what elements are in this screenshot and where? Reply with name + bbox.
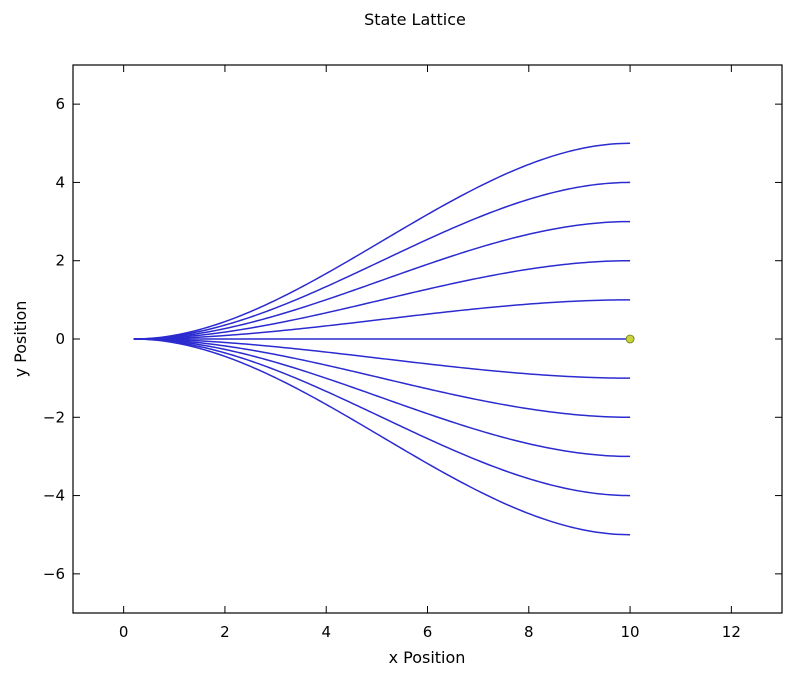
lattice-curve (133, 142, 631, 340)
y-tick-label: 2 (55, 252, 65, 270)
x-tick-label: 10 (621, 623, 640, 641)
lattice-curve (133, 338, 631, 379)
y-tick-label: −2 (43, 408, 65, 426)
chart-title: State Lattice (364, 10, 466, 29)
lattice-curve (133, 338, 631, 419)
y-tick-label: −4 (43, 487, 65, 505)
lattice-curves (133, 142, 631, 536)
goal-point (625, 334, 635, 344)
y-tick-label: −6 (43, 565, 65, 583)
x-tick-label: 2 (220, 623, 230, 641)
x-tick-label: 0 (119, 623, 129, 641)
x-tick-label: 4 (321, 623, 331, 641)
lattice-curve (133, 338, 631, 458)
y-axis-ticks: −6 −4 −2 0 2 4 6 (43, 95, 782, 583)
y-tick-label: 6 (55, 95, 65, 113)
x-tick-label: 12 (722, 623, 741, 641)
y-tick-label: 4 (55, 173, 65, 191)
y-axis-label: y Position (11, 301, 30, 378)
lattice-curve (133, 259, 631, 340)
y-tick-label: 0 (55, 330, 65, 348)
x-tick-label: 8 (524, 623, 534, 641)
x-tick-label: 6 (423, 623, 433, 641)
lattice-curve (133, 181, 631, 340)
x-axis-ticks: 0 2 4 6 8 10 12 (119, 65, 741, 641)
goal-layer (625, 334, 635, 344)
lattice-curve (133, 220, 631, 340)
lattice-curve (133, 338, 631, 536)
x-axis-label: x Position (389, 648, 466, 667)
lattice-curve (133, 299, 631, 340)
lattice-curve (133, 338, 631, 497)
